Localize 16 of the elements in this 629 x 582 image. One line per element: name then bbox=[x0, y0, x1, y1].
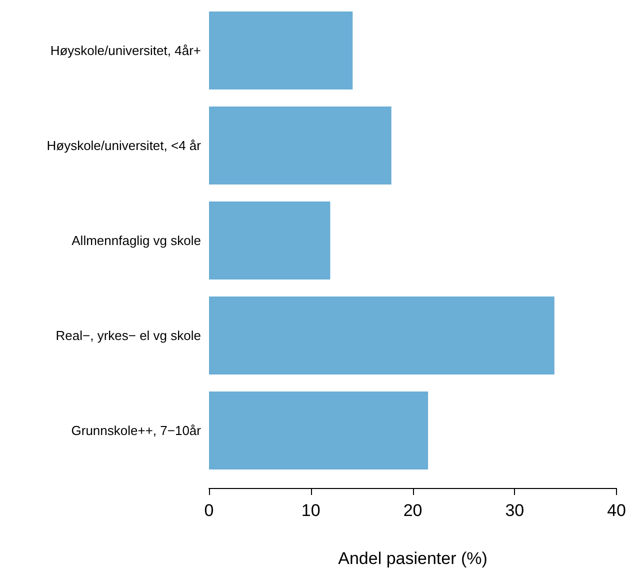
bar bbox=[209, 392, 428, 470]
x-tick-label: 40 bbox=[607, 501, 626, 520]
bar bbox=[209, 296, 554, 374]
y-tick-label: Real−, yrkes− el vg skole bbox=[56, 328, 201, 343]
y-tick-label: Høyskole/universitet, 4år+ bbox=[50, 43, 201, 58]
x-tick-label: 0 bbox=[204, 501, 214, 520]
y-tick-label: Høyskole/universitet, <4 år bbox=[46, 138, 202, 153]
y-tick-label: Allmennfaglig vg skole bbox=[72, 233, 201, 248]
x-tick-label: 20 bbox=[403, 501, 422, 520]
x-tick-label: 30 bbox=[505, 501, 524, 520]
y-tick-label: Grunnskole++, 7−10år bbox=[71, 423, 202, 438]
bar bbox=[209, 106, 392, 184]
x-axis-title: Andel pasienter (%) bbox=[338, 549, 488, 568]
x-tick-label: 10 bbox=[301, 501, 320, 520]
bar bbox=[209, 202, 330, 280]
bar bbox=[209, 12, 353, 90]
